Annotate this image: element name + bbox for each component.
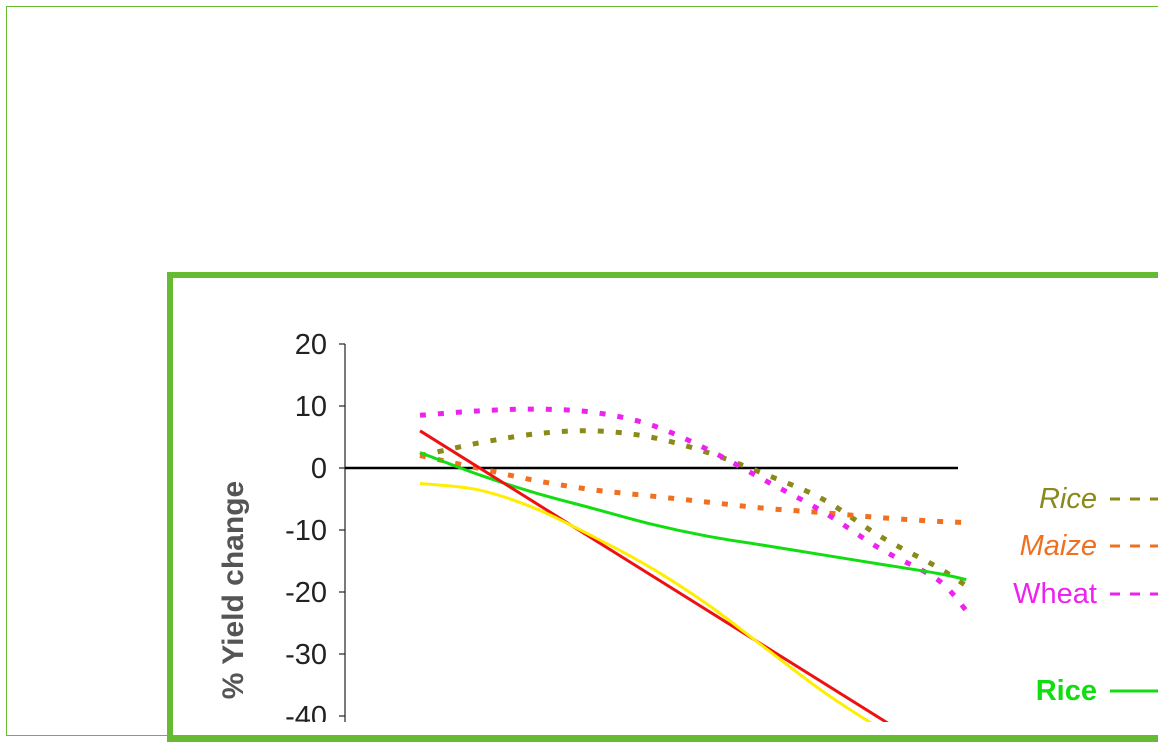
series-line-1 [419,453,967,526]
y-tick-label: -10 [285,515,327,547]
legend: Rice Maize Wheat Rice [1013,483,1158,707]
yield-change-chart: 20 10 0 -10 -20 -30 -40 % Yield change Rice Mai… [217,329,1158,722]
legend-label: Rice [1039,483,1097,515]
y-tick-label: 20 [295,329,327,361]
series-lines [419,406,969,722]
series-line-2 [419,406,969,613]
series-line-4 [419,429,889,722]
y-axis-label: % Yield change [217,481,250,699]
legend-label: Wheat [1013,578,1097,610]
y-tick-label: -40 [285,701,327,722]
y-tick-label: -30 [285,639,327,671]
y-tick-label: 0 [311,453,327,485]
series-line-0 [419,428,968,588]
series-line-5 [419,482,873,722]
legend-label: Maize [1020,530,1097,562]
series-line-3 [419,451,967,582]
y-axis: 20 10 0 -10 -20 -30 -40 [285,329,346,722]
y-tick-label: -20 [285,577,327,609]
y-tick-label: 10 [295,391,327,423]
legend-label: Rice [1036,675,1097,707]
